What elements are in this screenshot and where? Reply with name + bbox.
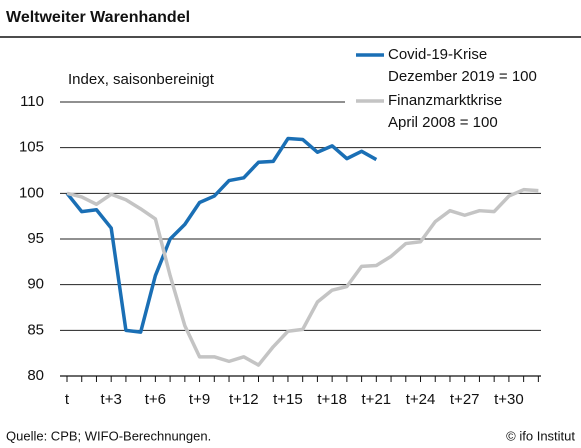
y-tick-label: 110 (20, 93, 44, 110)
x-tick-label: t+30 (494, 391, 524, 408)
x-tick-label: t+9 (189, 391, 210, 408)
y-tick-label: 100 (19, 184, 44, 201)
y-tick-label: 85 (27, 321, 44, 338)
y-tick-label: 80 (27, 367, 44, 384)
x-tick-label: t+27 (450, 391, 480, 408)
x-tick-label: t (65, 391, 70, 408)
y-tick-label: 90 (27, 276, 44, 293)
legend-label: Finanzmarktkrise (388, 92, 502, 109)
y-tick-label: 105 (19, 139, 44, 156)
copyright: © ifo Institut (506, 428, 575, 443)
legend-background (345, 40, 581, 137)
y-tick-label: 95 (27, 230, 44, 247)
legend-base: April 2008 = 100 (388, 114, 498, 131)
x-tick-label: t+3 (101, 391, 122, 408)
legend-base: Dezember 2019 = 100 (388, 68, 537, 85)
y-axis-label: Index, saisonbereinigt (68, 71, 215, 88)
legend-label: Covid-19-Krise (388, 46, 487, 63)
series-line (66, 187, 539, 367)
source: Quelle: CPB; WIFO-Berechnungen. (6, 428, 211, 443)
x-tick-label: t+6 (145, 391, 166, 408)
series-line (65, 136, 378, 334)
x-tick-label: t+15 (273, 391, 303, 408)
x-tick-label: t+18 (317, 391, 347, 408)
chart-title: Weltweiter Warenhandel (6, 9, 190, 26)
x-tick-label: t+12 (229, 391, 259, 408)
x-tick-label: t+21 (362, 391, 392, 408)
x-tick-label: t+24 (406, 391, 436, 408)
